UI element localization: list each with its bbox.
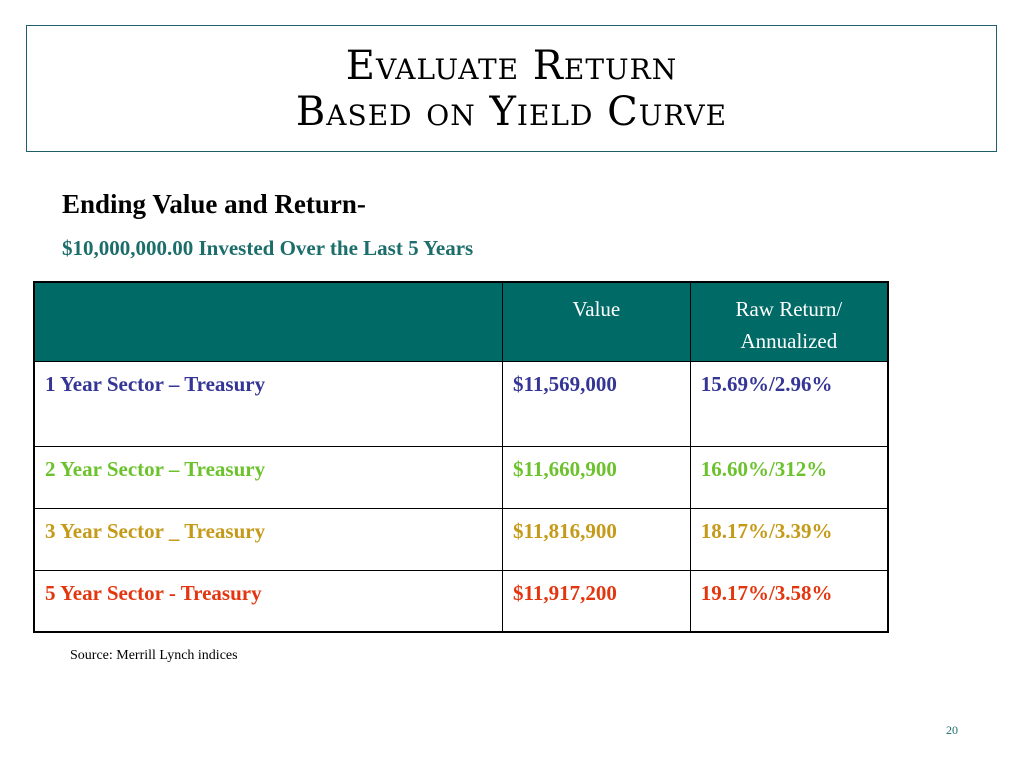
returns-table: Value Raw Return/ Annualized 1 Year Sect… xyxy=(33,281,889,633)
value-cell: $11,660,900 xyxy=(502,445,691,509)
header-raw-return: Raw Return/ Annualized xyxy=(689,281,889,362)
value-cell: $11,569,000 xyxy=(502,360,691,447)
value-cell: $11,816,900 xyxy=(502,507,691,571)
header-sector xyxy=(33,281,503,362)
return-cell: 19.17%/3.58% xyxy=(689,569,889,633)
table-header-row: Value Raw Return/ Annualized xyxy=(33,281,889,362)
return-cell: 16.60%/312% xyxy=(689,445,889,509)
sector-cell: 5 Year Sector - Treasury xyxy=(33,569,503,633)
return-cell: 15.69%/2.96% xyxy=(689,360,889,447)
section-heading: Ending Value and Return- xyxy=(62,189,366,219)
table-row: 1 Year Sector – Treasury $11,569,000 15.… xyxy=(33,360,889,447)
source-note: Source: Merrill Lynch indices xyxy=(70,648,238,663)
page-number: 20 xyxy=(946,723,958,737)
table-row: 5 Year Sector - Treasury $11,917,200 19.… xyxy=(33,569,889,633)
table-row: 3 Year Sector _ Treasury $11,816,900 18.… xyxy=(33,507,889,571)
slide-title-line-1: Evaluate Return xyxy=(345,42,678,89)
value-cell: $11,917,200 xyxy=(502,569,691,633)
sector-cell: 1 Year Sector – Treasury xyxy=(33,360,503,447)
return-cell: 18.17%/3.39% xyxy=(689,507,889,571)
title-box: Evaluate Return Based on Yield Curve xyxy=(26,25,997,152)
sector-cell: 2 Year Sector – Treasury xyxy=(33,445,503,509)
sector-cell: 3 Year Sector _ Treasury xyxy=(33,507,503,571)
section-subheading: $10,000,000.00 Invested Over the Last 5 … xyxy=(62,236,474,260)
table-row: 2 Year Sector – Treasury $11,660,900 16.… xyxy=(33,445,889,509)
slide-title-line-2: Based on Yield Curve xyxy=(295,88,728,135)
header-value: Value xyxy=(502,281,691,362)
